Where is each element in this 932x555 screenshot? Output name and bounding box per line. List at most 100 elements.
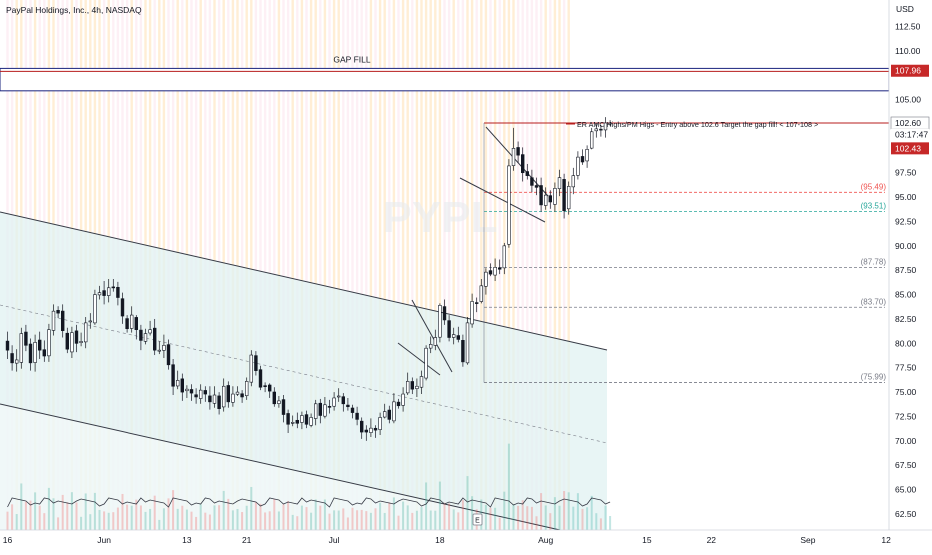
candle-body[interactable] <box>42 349 47 357</box>
candle-body[interactable] <box>272 391 276 405</box>
candle-body[interactable] <box>566 186 571 210</box>
candle-body[interactable] <box>107 287 111 296</box>
candle-body[interactable] <box>148 329 152 334</box>
candle-body[interactable] <box>120 298 125 317</box>
candle-body[interactable] <box>15 359 19 364</box>
candle-body[interactable] <box>208 395 212 403</box>
candle-body[interactable] <box>24 331 28 346</box>
candle-body[interactable] <box>226 385 230 403</box>
candle-body[interactable] <box>382 411 387 418</box>
candle-body[interactable] <box>139 329 143 341</box>
candle-body[interactable] <box>290 422 295 424</box>
candle-body[interactable] <box>451 334 456 338</box>
candle-body[interactable] <box>194 394 198 398</box>
candle-body[interactable] <box>359 420 364 433</box>
candle-body[interactable] <box>341 396 345 405</box>
candle-body[interactable] <box>19 333 23 363</box>
candle-body[interactable] <box>405 381 410 394</box>
candle-body[interactable] <box>143 333 148 342</box>
candle-body[interactable] <box>323 404 327 417</box>
candle-body[interactable] <box>456 335 460 340</box>
candle-body[interactable] <box>608 122 612 125</box>
candle-body[interactable] <box>267 384 272 392</box>
candle-body[interactable] <box>332 397 336 407</box>
candle-body[interactable] <box>350 407 355 413</box>
candle-body[interactable] <box>254 355 258 371</box>
candle-body[interactable] <box>277 400 281 404</box>
candle-body[interactable] <box>433 337 437 346</box>
candle-body[interactable] <box>576 156 580 176</box>
candle-body[interactable] <box>355 412 359 420</box>
candle-body[interactable] <box>373 427 378 431</box>
candle-body[interactable] <box>84 322 88 343</box>
candle-body[interactable] <box>424 347 428 379</box>
candle-body[interactable] <box>516 147 520 156</box>
candle-body[interactable] <box>166 344 171 366</box>
candle-body[interactable] <box>336 395 341 398</box>
candle-body[interactable] <box>387 409 391 420</box>
candle-body[interactable] <box>585 149 589 162</box>
candle-body[interactable] <box>153 327 157 351</box>
candle-body[interactable] <box>461 340 465 363</box>
candle-body[interactable] <box>396 401 401 407</box>
candle-body[interactable] <box>33 342 37 363</box>
candle-body[interactable] <box>130 314 134 329</box>
candle-body[interactable] <box>364 429 368 433</box>
candle-body[interactable] <box>442 306 447 321</box>
candle-body[interactable] <box>10 353 14 364</box>
candle-body[interactable] <box>419 376 424 388</box>
candle-body[interactable] <box>263 385 267 387</box>
candle-body[interactable] <box>553 188 557 205</box>
candle-body[interactable] <box>97 292 102 296</box>
candle-body[interactable] <box>543 194 548 206</box>
price-axis[interactable] <box>889 0 932 550</box>
candle-body[interactable] <box>281 399 286 415</box>
candle-body[interactable] <box>157 349 161 352</box>
candle-body[interactable] <box>571 175 576 188</box>
candle-body[interactable] <box>102 290 106 296</box>
candle-body[interactable] <box>392 401 396 422</box>
candle-body[interactable] <box>599 128 603 131</box>
candle-body[interactable] <box>484 271 488 287</box>
candle-body[interactable] <box>548 195 553 203</box>
candle-body[interactable] <box>222 385 226 408</box>
candle-body[interactable] <box>534 185 539 188</box>
candle-body[interactable] <box>589 131 594 149</box>
candle-body[interactable] <box>497 267 502 270</box>
candle-body[interactable] <box>65 332 70 350</box>
candle-body[interactable] <box>37 339 42 351</box>
candle-body[interactable] <box>520 154 525 174</box>
candle-body[interactable] <box>580 156 585 163</box>
candle-body[interactable] <box>465 322 470 364</box>
candle-body[interactable] <box>116 286 120 298</box>
candle-body[interactable] <box>231 393 235 403</box>
candle-body[interactable] <box>88 320 93 323</box>
candle-body[interactable] <box>5 340 10 351</box>
candle-body[interactable] <box>28 343 33 364</box>
candle-body[interactable] <box>493 266 497 276</box>
candle-body[interactable] <box>134 317 138 331</box>
candle-body[interactable] <box>410 381 414 390</box>
candle-body[interactable] <box>74 330 79 344</box>
candle-body[interactable] <box>235 391 240 395</box>
candle-body[interactable] <box>318 402 322 416</box>
candle-body[interactable] <box>369 427 373 433</box>
candle-body[interactable] <box>111 286 116 289</box>
candle-body[interactable] <box>51 310 56 331</box>
candle-body[interactable] <box>557 177 562 190</box>
candle-body[interactable] <box>176 380 180 387</box>
candle-body[interactable] <box>378 417 382 430</box>
candle-body[interactable] <box>470 301 474 325</box>
candle-body[interactable] <box>313 403 318 419</box>
candle-body[interactable] <box>125 318 129 330</box>
candle-body[interactable] <box>438 305 442 338</box>
candle-body[interactable] <box>415 385 419 389</box>
candle-body[interactable] <box>212 394 217 404</box>
candle-body[interactable] <box>507 165 511 245</box>
candle-body[interactable] <box>203 390 207 395</box>
candle-body[interactable] <box>327 406 332 408</box>
earnings-marker[interactable] <box>472 513 483 526</box>
candle-body[interactable] <box>304 414 309 425</box>
candle-body[interactable] <box>346 404 350 408</box>
